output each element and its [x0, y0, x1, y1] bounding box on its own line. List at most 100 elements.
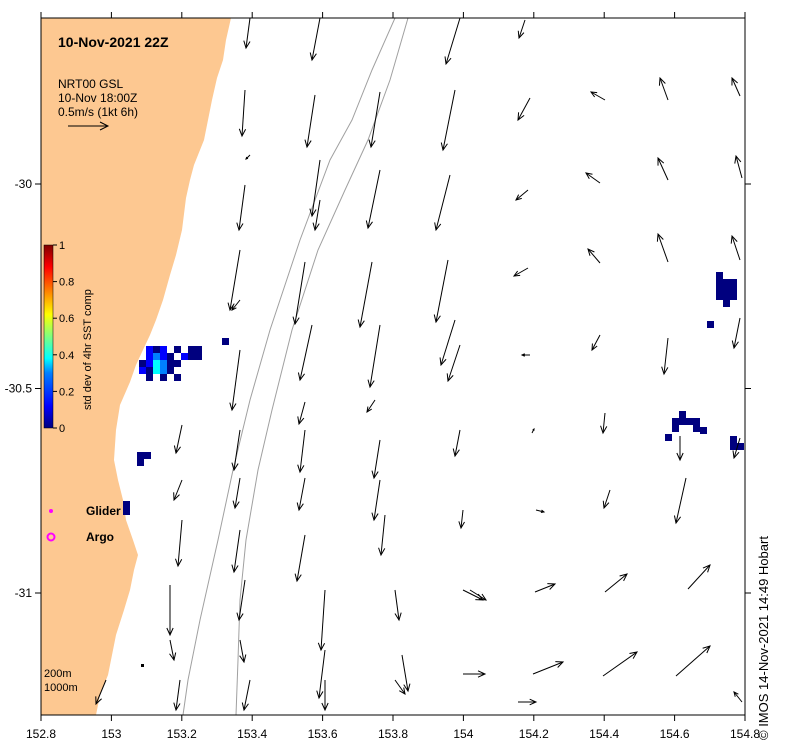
current-arrow: [535, 509, 546, 514]
colorbar-swatch: [43, 244, 54, 429]
current-arrow: [600, 412, 608, 435]
argo-label: Argo: [86, 530, 114, 544]
current-arrow: [227, 249, 241, 312]
current-arrow: [174, 519, 183, 568]
current-arrow: [304, 94, 316, 149]
current-arrow: [517, 19, 526, 40]
current-arrow: [236, 579, 246, 622]
x-tick-label: 154.2: [519, 727, 549, 741]
current-arrow: [229, 349, 241, 412]
sst-cell: [139, 360, 146, 367]
current-arrow: [433, 259, 449, 324]
current-arrow: [394, 589, 402, 622]
map-title: 10-Nov-2021 22Z: [58, 34, 169, 50]
sst-cell: [707, 321, 714, 328]
x-tick-label: 153: [101, 727, 121, 741]
current-arrow: [657, 156, 669, 181]
sst-cell: [137, 459, 144, 466]
sst-cell: [146, 346, 153, 353]
current-arrow: [439, 319, 456, 367]
x-tick-label: 154: [453, 727, 473, 741]
current-arrow: [173, 479, 183, 502]
x-tick-label: 154.4: [589, 727, 619, 741]
current-arrow: [591, 334, 601, 352]
sst-cell: [700, 427, 707, 434]
current-arrow: [292, 261, 306, 326]
current-arrow: [446, 344, 461, 383]
sst-cell: [716, 272, 723, 279]
current-arrow: [532, 661, 565, 675]
current-arrow: [602, 489, 611, 510]
colorbar-tick-label: 0.8: [59, 277, 74, 289]
current-arrow: [236, 184, 246, 232]
current-arrow: [367, 324, 381, 389]
sst-cell: [146, 360, 153, 367]
current-arrow: [297, 429, 306, 474]
legend-scale-arrow: [68, 121, 110, 131]
sst-variability-blobs: [123, 272, 744, 515]
current-arrow: [371, 439, 381, 480]
x-tick-label: 153.8: [378, 727, 408, 741]
sst-cell: [730, 286, 737, 293]
sst-cell: [693, 425, 700, 432]
sst-cell: [222, 338, 229, 345]
sst-cell: [716, 286, 723, 293]
sst-cell: [723, 293, 730, 300]
current-arrow: [518, 698, 538, 706]
current-arrow: [321, 680, 329, 712]
current-arrow: [297, 324, 313, 382]
current-arrow: [520, 353, 530, 357]
sst-cell: [160, 346, 167, 353]
y-tick-label: -30: [15, 177, 33, 191]
current-arrow: [602, 651, 638, 677]
y-axis-ticks: -30 -30.5 -31: [5, 177, 751, 600]
y-tick-label: -31: [15, 586, 33, 600]
sst-cell: [174, 374, 181, 381]
sst-cell: [160, 353, 167, 360]
sst-cell: [174, 346, 181, 353]
current-arrow: [604, 573, 628, 593]
current-arrow: [469, 589, 488, 601]
current-arrow: [515, 189, 529, 201]
current-arrow: [585, 172, 601, 184]
colorbar-tick-label: 1: [59, 240, 65, 252]
sst-cell: [716, 279, 723, 286]
sst-cell: [679, 418, 686, 425]
current-arrow: [169, 639, 177, 662]
sst-cell: [679, 411, 686, 418]
current-arrow: [231, 429, 241, 472]
legend-line-2: 10-Nov 18:00Z: [58, 91, 137, 105]
sst-cell: [665, 434, 672, 441]
sst-cell: [672, 418, 679, 425]
current-arrow: [687, 564, 711, 590]
sst-cell: [167, 353, 174, 360]
current-arrow: [166, 585, 174, 637]
sst-cell: [672, 425, 679, 432]
colorbar-tick-label: 0.6: [59, 313, 74, 325]
sst-cell: [723, 279, 730, 286]
isobath-label-200m: 200m: [44, 668, 72, 680]
sst-cell: [730, 279, 737, 286]
y-tick-label: -30.5: [5, 382, 33, 396]
sst-cell: [174, 360, 181, 367]
current-vectors: [95, 17, 743, 712]
sst-cell: [730, 436, 737, 443]
sst-cell: [730, 443, 737, 450]
current-arrow: [656, 232, 669, 263]
x-tick-label: 154.8: [730, 727, 760, 741]
sst-cell: [181, 353, 188, 360]
colorbar-tick-label: 0.2: [59, 386, 74, 398]
isobath-label-1000m: 1000m: [44, 682, 78, 694]
sst-cell: [146, 374, 153, 381]
legend-line-1: NRT00 GSL: [58, 77, 123, 91]
current-arrow: [173, 424, 183, 455]
current-arrow: [444, 17, 461, 66]
sst-cell: [153, 360, 160, 367]
current-arrow: [661, 337, 669, 376]
current-arrow: [371, 479, 381, 522]
current-arrow: [239, 639, 247, 664]
sst-cell: [723, 300, 730, 307]
current-arrow: [394, 679, 406, 695]
sst-cell: [737, 443, 744, 450]
small-black-marker: [141, 664, 144, 667]
